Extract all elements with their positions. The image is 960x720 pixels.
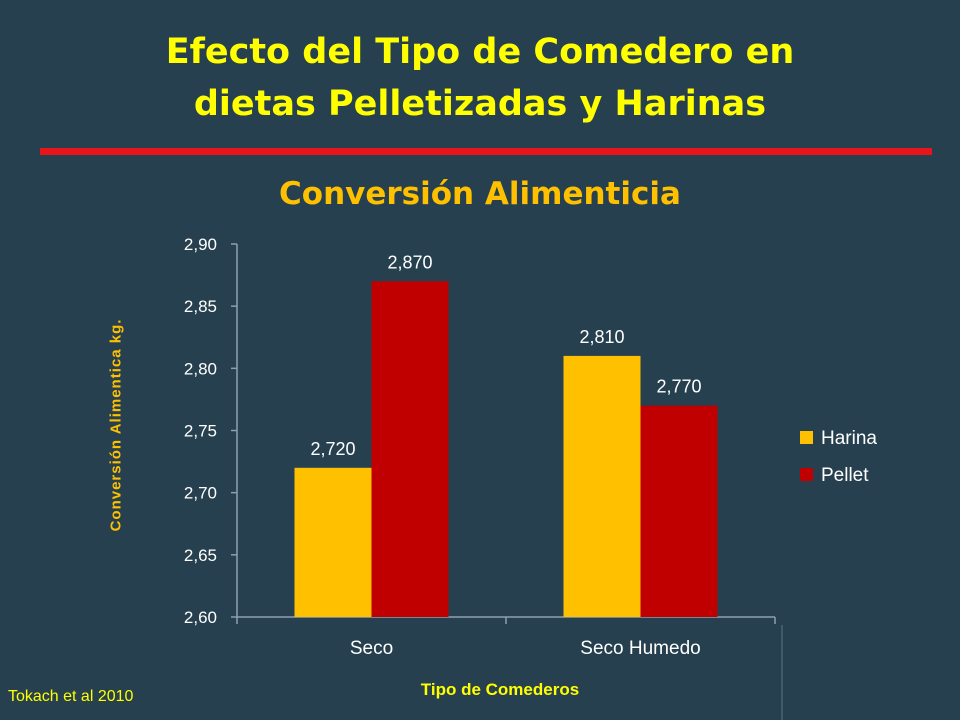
bar-harina-2 [563,355,641,617]
slide-title: Efecto del Tipo de Comedero en dietas Pe… [0,26,960,130]
y-tick-label: 2,80 [184,359,217,378]
legend-swatch-harina [800,431,813,444]
legend-label: Harina [821,428,877,449]
y-axis-label: Conversión Alimentica kg. [107,318,125,532]
bar-pellet-1 [371,281,449,617]
y-tick-label: 2,65 [184,546,217,565]
legend-label: Pellet [821,465,869,486]
x-tick-label: Seco Humedo [580,638,700,659]
data-label: 2,810 [579,327,624,347]
x-tick-label: Seco [350,638,393,659]
bar-harina-1 [294,467,372,617]
x-axis-label: Tipo de Comederos [420,680,580,699]
slide-title-line-2: dietas Pelletizadas y Harinas [193,84,767,124]
y-tick-label: 2,85 [184,297,217,316]
y-tick-label: 2,90 [184,235,217,254]
y-tick-label: 2,60 [184,608,217,627]
slide-title-line-1: Efecto del Tipo de Comedero en [165,32,795,72]
chart-title: Conversión Alimenticia [279,176,681,212]
y-tick-label: 2,70 [184,484,217,503]
data-label: 2,870 [387,252,432,272]
bar-pellet-2 [640,405,718,617]
title-divider [40,148,932,155]
data-label: 2,720 [310,439,355,459]
panel-edge-line [781,625,783,720]
source-citation: Tokach et al 2010 [8,688,134,705]
legend-swatch-pellet [800,468,813,481]
data-label: 2,770 [656,377,701,397]
y-tick-label: 2,75 [184,422,217,441]
